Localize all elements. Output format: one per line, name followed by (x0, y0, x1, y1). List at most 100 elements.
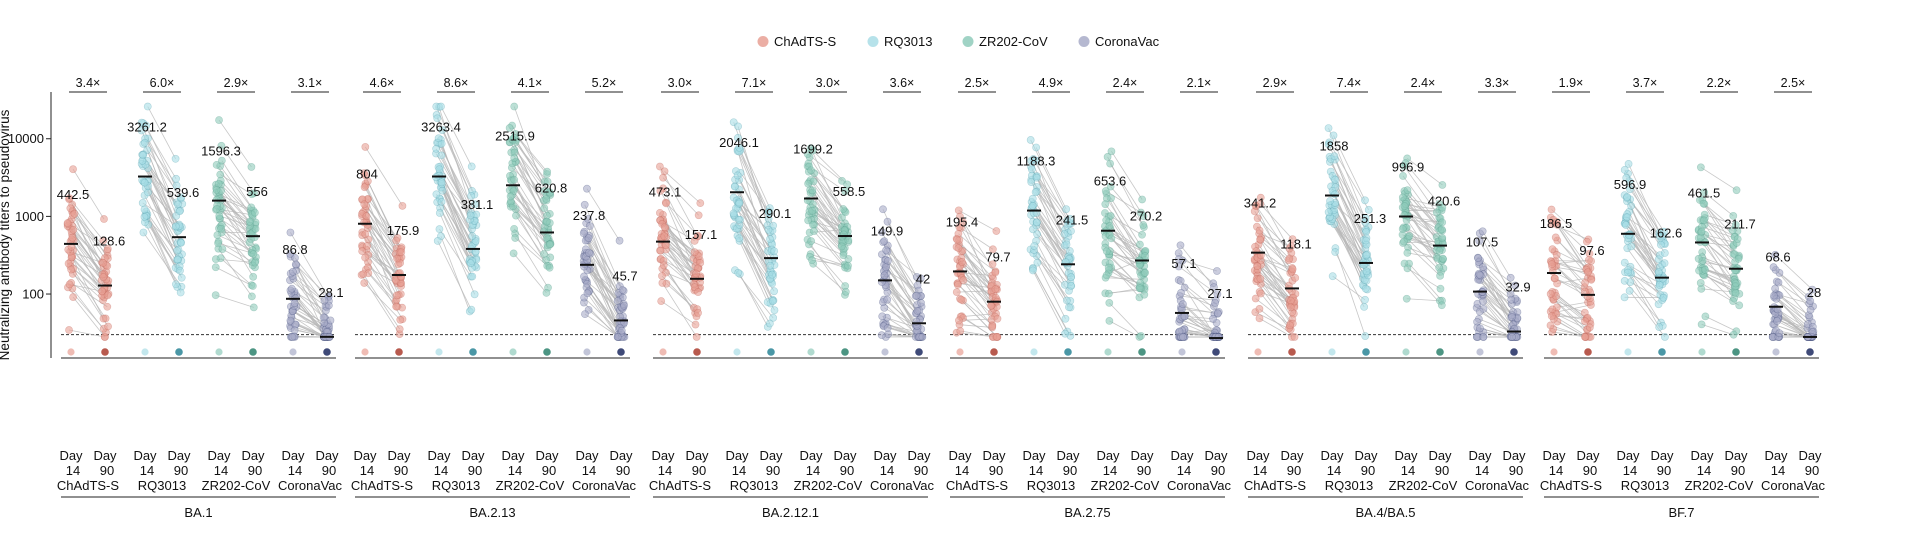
data-point-day14 (1033, 230, 1042, 239)
data-point-day90 (696, 199, 705, 208)
data-point-day90 (540, 204, 549, 213)
data-point-day14 (579, 229, 588, 238)
pair-line (221, 145, 255, 194)
legend-label: ChAdTS-S (774, 34, 836, 49)
data-point-day14 (580, 272, 588, 281)
data-point-lod (1138, 348, 1146, 356)
data-point-day14 (1546, 290, 1555, 298)
x-tick-num: 14 (1623, 463, 1637, 478)
x-tick-num: 90 (1137, 463, 1151, 478)
data-point-day14 (66, 204, 75, 213)
pair-line (737, 126, 768, 226)
data-point-day90 (1808, 328, 1817, 336)
data-point-lod (101, 348, 109, 356)
data-point-day14 (1331, 190, 1339, 199)
data-point-day14 (434, 134, 443, 143)
fold-change-label: 2.9× (1263, 76, 1288, 90)
pair-line (513, 179, 545, 255)
gmt-label-day90: 381.1 (461, 197, 494, 212)
vaccine-label: RQ3013 (730, 478, 778, 493)
data-point-day14 (1179, 300, 1187, 309)
x-tick-day: Day (1022, 448, 1046, 463)
vaccine-label: RQ3013 (1621, 478, 1669, 493)
data-point-day90 (471, 200, 479, 209)
vaccine-label: CoronaVac (278, 478, 343, 493)
data-point-day14 (435, 209, 444, 217)
legend-marker (962, 36, 974, 47)
x-tick-day: Day (59, 448, 83, 463)
pair-line (71, 256, 106, 294)
data-point-day14 (808, 256, 816, 265)
data-point-day90 (543, 217, 551, 226)
data-point-day90 (1583, 268, 1592, 277)
gmt-label-day90: 32.9 (1505, 280, 1530, 295)
data-point-lod (841, 348, 849, 356)
data-point-day14 (952, 288, 961, 297)
data-point-lod (915, 348, 923, 356)
data-point-day14 (585, 222, 594, 230)
data-point-day90 (1135, 284, 1144, 293)
data-point-day14 (361, 253, 370, 262)
data-point-lod (1550, 348, 1558, 356)
data-point-day14 (510, 224, 519, 233)
data-point-day90 (613, 296, 622, 305)
pair-line (219, 165, 252, 208)
pair-line (441, 129, 472, 197)
pair-line (295, 264, 329, 297)
data-point-day14 (363, 242, 371, 250)
data-point-day14 (1479, 333, 1488, 341)
data-point-day14 (137, 126, 146, 135)
data-point-day90 (1062, 240, 1071, 249)
data-point-day90 (175, 207, 184, 216)
data-point-day90 (692, 333, 701, 341)
data-point-day90 (177, 273, 186, 282)
data-point-day90 (1288, 265, 1297, 274)
pair-line (660, 300, 696, 325)
data-point-day90 (103, 291, 112, 300)
data-point-day90 (1209, 314, 1217, 323)
data-point-day14 (213, 231, 222, 239)
x-tick-num: 90 (989, 463, 1003, 478)
data-point-day90 (1361, 284, 1370, 293)
pair-line (142, 122, 177, 179)
pair-line (440, 106, 473, 167)
pair-line (221, 160, 256, 213)
data-point-day90 (247, 292, 256, 301)
data-point-day14 (583, 289, 592, 298)
x-tick-day: Day (1502, 448, 1526, 463)
data-point-day14 (139, 228, 148, 237)
data-point-day90 (694, 231, 702, 240)
pair-line (737, 272, 771, 324)
x-tick-num: 14 (434, 463, 448, 478)
data-point-day90 (692, 269, 700, 278)
pair-line (737, 175, 771, 240)
data-point-day90 (245, 217, 254, 226)
data-point-day14 (1326, 197, 1334, 205)
data-point-lod (1624, 348, 1632, 356)
data-point-lod (1328, 348, 1336, 356)
data-point-day14 (1179, 333, 1187, 341)
data-point-day90 (988, 322, 997, 330)
gmt-label-day14: 2515.9 (495, 128, 535, 143)
data-point-day90 (1140, 290, 1149, 299)
data-point-day90 (1065, 247, 1074, 255)
x-tick-day: Day (1798, 448, 1822, 463)
data-point-day14 (1026, 136, 1035, 144)
data-point-day14 (1403, 248, 1412, 257)
gmt-label-day90: 45.7 (612, 268, 637, 283)
data-point-day14 (585, 248, 593, 257)
data-point-day14 (1625, 286, 1634, 295)
pair-line (512, 138, 548, 216)
pair-line (218, 119, 252, 168)
gmt-label-day14: 68.6 (1765, 250, 1790, 265)
x-tick-day: Day (1056, 448, 1080, 463)
data-point-day90 (176, 288, 185, 297)
gmt-label-day14: 461.5 (1688, 185, 1721, 200)
pair-line (220, 174, 253, 195)
gmt-label-day14: 1699.2 (793, 142, 833, 157)
data-point-day90 (1438, 218, 1447, 227)
fold-change-label: 2.5× (965, 76, 990, 90)
data-point-day14 (217, 156, 226, 165)
data-point-day90 (171, 154, 180, 163)
data-point-day90 (768, 270, 777, 279)
